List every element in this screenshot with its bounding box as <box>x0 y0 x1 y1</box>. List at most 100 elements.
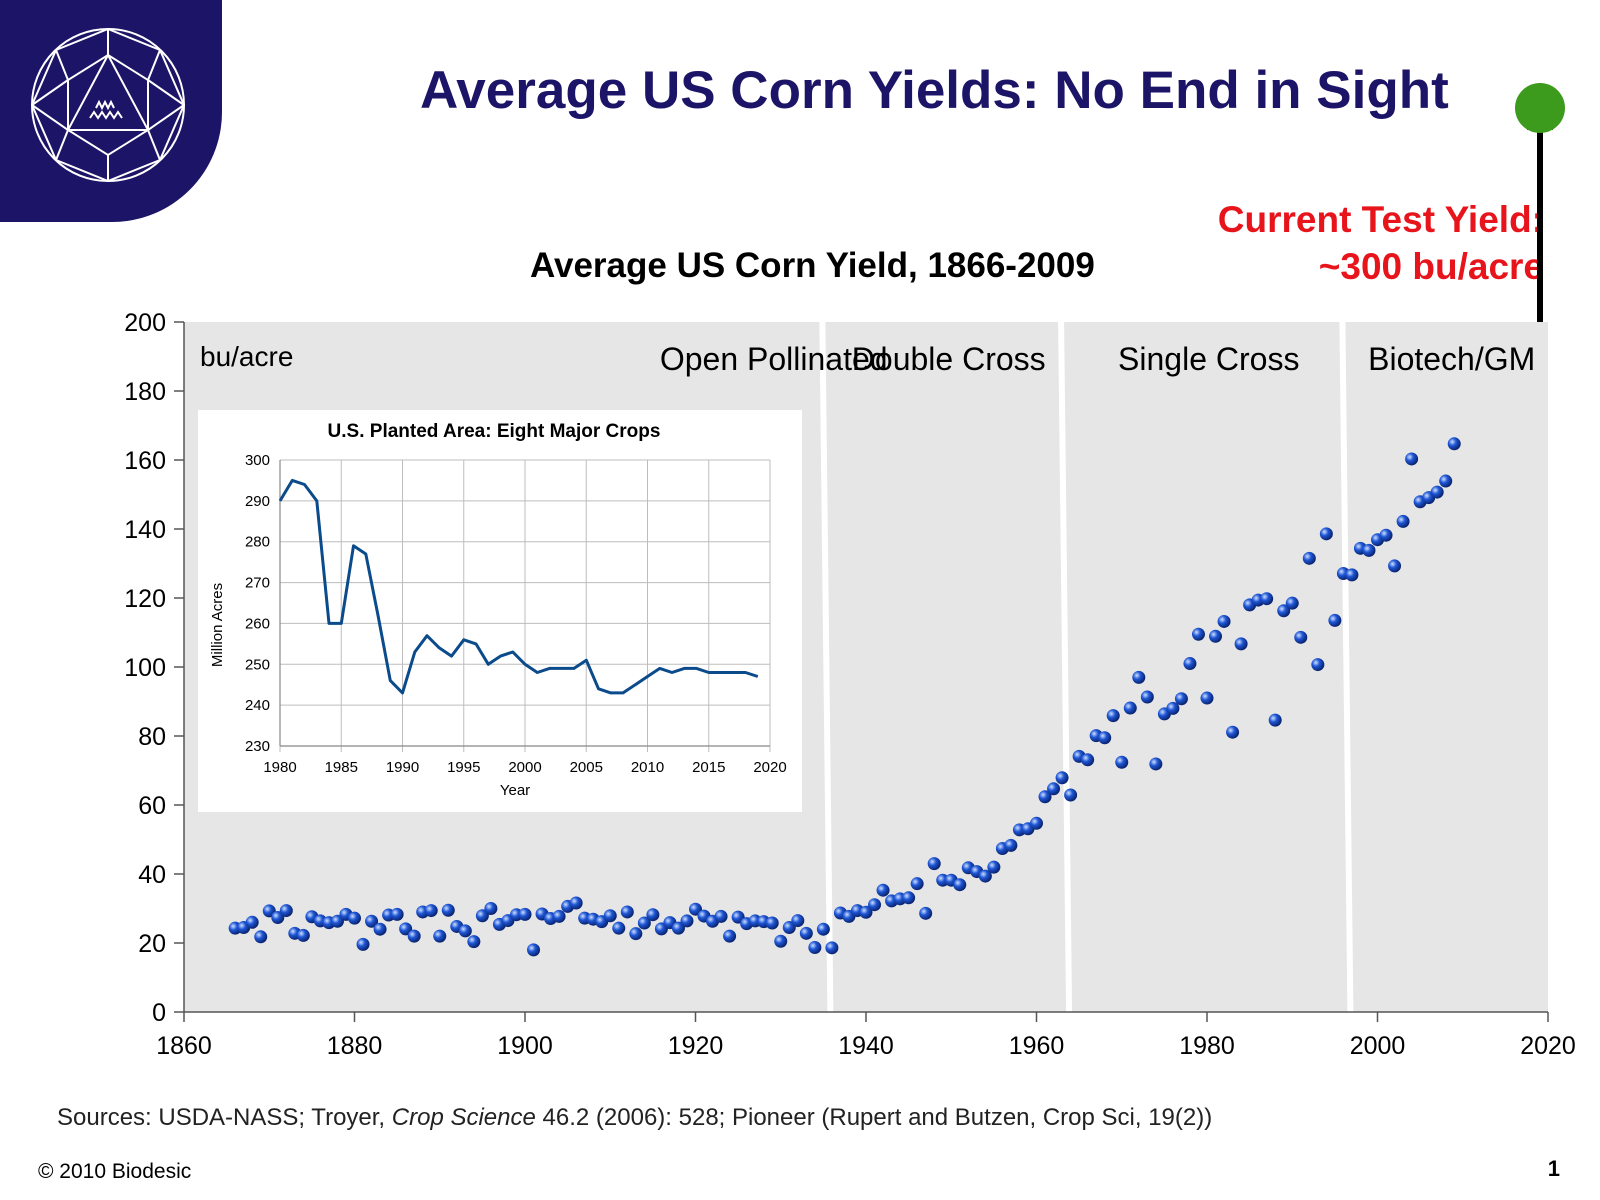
data-point <box>1047 782 1061 796</box>
data-point <box>245 915 259 929</box>
inset-y-tick-label: 300 <box>245 452 270 469</box>
data-point <box>1140 690 1154 704</box>
data-point <box>356 937 370 951</box>
inset-background <box>198 410 802 812</box>
data-point <box>484 902 498 915</box>
data-point <box>680 914 694 928</box>
data-point <box>910 877 924 891</box>
data-point <box>646 908 660 922</box>
data-point <box>1439 474 1453 488</box>
data-point <box>1098 731 1112 745</box>
inset-y-tick-label: 270 <box>245 575 270 592</box>
data-point <box>1132 670 1146 684</box>
inset-x-tick-label: 2010 <box>631 759 664 776</box>
data-point <box>518 907 532 921</box>
inset-x-tick-label: 1990 <box>386 759 419 776</box>
era-label: Single Cross <box>1118 341 1299 377</box>
geodesic-sphere-icon <box>30 27 186 183</box>
y-tick-label: 200 <box>124 309 166 337</box>
x-tick-label: 1960 <box>1009 1032 1065 1060</box>
y-tick-label: 80 <box>138 723 166 751</box>
data-point <box>552 909 566 923</box>
data-point <box>407 929 421 943</box>
era-label: Biotech/GM <box>1368 341 1535 377</box>
y-tick-label: 20 <box>138 930 166 958</box>
x-tick-label: 1880 <box>327 1032 383 1060</box>
inset-x-tick-label: 2020 <box>753 759 786 776</box>
data-point <box>774 934 788 948</box>
data-point <box>433 929 447 943</box>
inset-x-tick-label: 2005 <box>570 759 603 776</box>
data-point <box>799 926 813 940</box>
data-point <box>1362 543 1376 557</box>
data-point <box>637 916 651 930</box>
data-point <box>527 943 541 957</box>
data-point <box>1311 658 1325 672</box>
data-point <box>1405 452 1419 466</box>
slide-title: Average US Corn Yields: No End in Sight <box>420 61 1449 120</box>
data-point <box>441 903 455 917</box>
data-point <box>859 905 873 919</box>
inset-y-tick-label: 280 <box>245 534 270 551</box>
inset-y-tick-label: 240 <box>245 697 270 714</box>
data-point <box>1268 713 1282 727</box>
data-point <box>791 914 805 928</box>
data-point <box>765 916 779 930</box>
x-tick-label: 1900 <box>497 1032 553 1060</box>
data-point <box>296 928 310 942</box>
page-number: 1 <box>1547 1156 1560 1181</box>
y-tick-label: 120 <box>124 585 166 613</box>
data-point <box>1294 630 1308 644</box>
data-point <box>919 906 933 920</box>
era-label: Open Pollinated <box>660 341 888 377</box>
data-point <box>1345 568 1359 582</box>
y-tick-label: 60 <box>138 792 166 820</box>
x-tick-label: 1940 <box>838 1032 894 1060</box>
data-point <box>1447 437 1461 451</box>
chart-title: Average US Corn Yield, 1866-2009 <box>530 246 1095 285</box>
inset-x-tick-label: 2000 <box>508 759 541 776</box>
inset-series-line <box>278 478 759 695</box>
era-divider <box>1058 322 1073 1012</box>
green-circle-target-icon <box>1515 83 1565 133</box>
data-point <box>1149 757 1163 771</box>
era-label: Double Cross <box>852 341 1046 377</box>
data-point <box>1209 629 1223 643</box>
data-point <box>1285 596 1299 610</box>
data-point <box>1319 527 1333 541</box>
test-yield-line-2: ~300 bu/acre <box>1318 246 1544 287</box>
data-point <box>1260 592 1274 606</box>
data-point <box>1030 816 1043 830</box>
inset-ylabel: Million Acres <box>209 583 226 667</box>
data-point <box>1217 614 1231 628</box>
data-point <box>953 878 967 892</box>
data-point <box>1004 838 1018 852</box>
data-point <box>1388 559 1402 573</box>
data-point <box>1055 771 1069 785</box>
inset-y-tick-label: 260 <box>245 615 270 632</box>
data-point <box>399 922 413 936</box>
data-point <box>723 929 737 943</box>
inset-y-tick-label: 230 <box>245 738 270 755</box>
era-divider <box>819 322 834 1012</box>
inset-x-tick-label: 2015 <box>692 759 725 776</box>
data-point <box>1081 753 1095 767</box>
data-point <box>1038 790 1052 804</box>
data-point <box>1191 627 1205 641</box>
inset-y-tick-label: 290 <box>245 493 270 510</box>
data-point <box>808 940 822 954</box>
era-divider <box>1339 322 1354 1012</box>
planted-area-inset-chart: U.S. Planted Area: Eight Major Crops Mil… <box>198 410 802 812</box>
inset-x-tick-label: 1995 <box>447 759 480 776</box>
unit-label: bu/acre <box>200 341 293 372</box>
data-point <box>987 860 1001 874</box>
test-yield-line-1: Current Test Yield: <box>1217 199 1544 240</box>
data-point <box>365 914 379 928</box>
copyright-notice: © 2010 Biodesic <box>38 1160 192 1183</box>
data-point <box>902 891 916 905</box>
data-point <box>868 898 882 912</box>
current-test-yield-callout: Current Test Yield: ~300 bu/acre <box>1218 196 1544 290</box>
y-tick-label: 160 <box>124 447 166 475</box>
data-point <box>629 927 643 941</box>
